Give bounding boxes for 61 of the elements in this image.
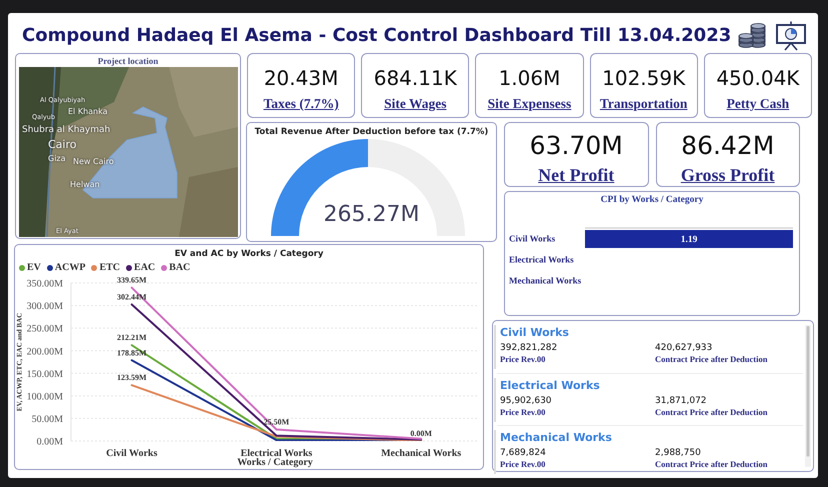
text: Compound Hadaeq El Asema - Cost Control Dashboard Till 13.04.2023: [22, 24, 732, 48]
y-tick-label: 150.00M: [26, 368, 64, 380]
data-label: 7,689,824: [500, 447, 546, 459]
data-label: 212.21M: [116, 333, 147, 342]
legend-label: ETC: [99, 262, 120, 274]
data-label: 31,871,072: [655, 394, 707, 406]
y-tick-label: Electrical Works: [509, 254, 574, 264]
data-label: 1.19: [680, 235, 698, 245]
legend-label: ACWP: [54, 262, 86, 274]
text: Shubra al Khaymah: [22, 125, 110, 137]
category-label: Taxes (7.7%): [263, 96, 339, 111]
category-label: Gross Profit: [680, 165, 775, 185]
category-label: Site Expensess: [488, 96, 572, 111]
text: 63.70M: [530, 131, 623, 160]
legend-label: EV: [27, 262, 41, 274]
text: 20.43M: [264, 66, 338, 90]
y-tick-label: Civil Works: [509, 234, 556, 244]
text: Contract Price after Deduction: [655, 406, 768, 416]
text: Price Rev.00: [500, 406, 546, 416]
x-axis-title: Works / Category: [237, 457, 313, 468]
category-label: Transportation: [600, 96, 688, 111]
x-tick-label: Electrical Works: [240, 448, 312, 460]
text: Contract Price after Deduction: [655, 354, 768, 365]
text: 102.59K: [602, 66, 686, 90]
text: 684.11K: [374, 66, 457, 90]
y-tick-label: 250.00M: [26, 324, 64, 335]
data-label: 123.59M: [116, 373, 147, 382]
y-tick-label: 350.00M: [26, 278, 64, 290]
chart-title: EV and AC by Works / Category: [174, 248, 324, 260]
x-tick-label: Mechanical Works: [381, 448, 462, 460]
text: Cairo: [48, 138, 76, 152]
data-label: 2,988,750: [655, 447, 701, 459]
category-label: Site Wages: [384, 96, 446, 111]
text: 86.42M: [681, 131, 774, 160]
text: Giza: [48, 154, 66, 164]
text: 265.27M: [322, 201, 420, 229]
category-label: Petty Cash: [726, 96, 790, 111]
category-label: Net Profit: [538, 165, 614, 185]
text: 1.06M: [498, 66, 560, 90]
y-tick-label: 50.00M: [32, 414, 64, 425]
legend-label: BAC: [169, 262, 190, 274]
text: Price Rev.00: [500, 354, 546, 364]
series-label: Price Rev.00: [500, 459, 546, 470]
data-label: 0.00M: [410, 429, 432, 438]
data-label: 420,627,933: [655, 342, 712, 354]
chart-title: CPI by Works / Category: [600, 194, 704, 206]
legend-label: EAC: [134, 262, 156, 274]
y-tick-label: 100.00M: [26, 391, 64, 402]
text: El Khanka: [68, 106, 108, 118]
chart-title: Total Revenue After Deduction before tax (7.7%): [254, 126, 490, 138]
data-label: 339.65M: [116, 276, 147, 285]
text: Project location: [96, 55, 160, 67]
y-tick-label: Mechanical Works: [509, 276, 582, 286]
y-tick-label: 300.00M: [26, 301, 64, 312]
text: 450.04K: [716, 66, 800, 90]
x-tick-label: Civil Works: [106, 448, 158, 460]
data-label: 95,902,630: [500, 394, 552, 406]
data-label: 392,821,282: [500, 342, 558, 354]
y-tick-label: 0.00M: [36, 436, 64, 448]
y-tick-label: 200.00M: [26, 346, 64, 358]
text: Contract Price after Deduction: [655, 459, 768, 469]
